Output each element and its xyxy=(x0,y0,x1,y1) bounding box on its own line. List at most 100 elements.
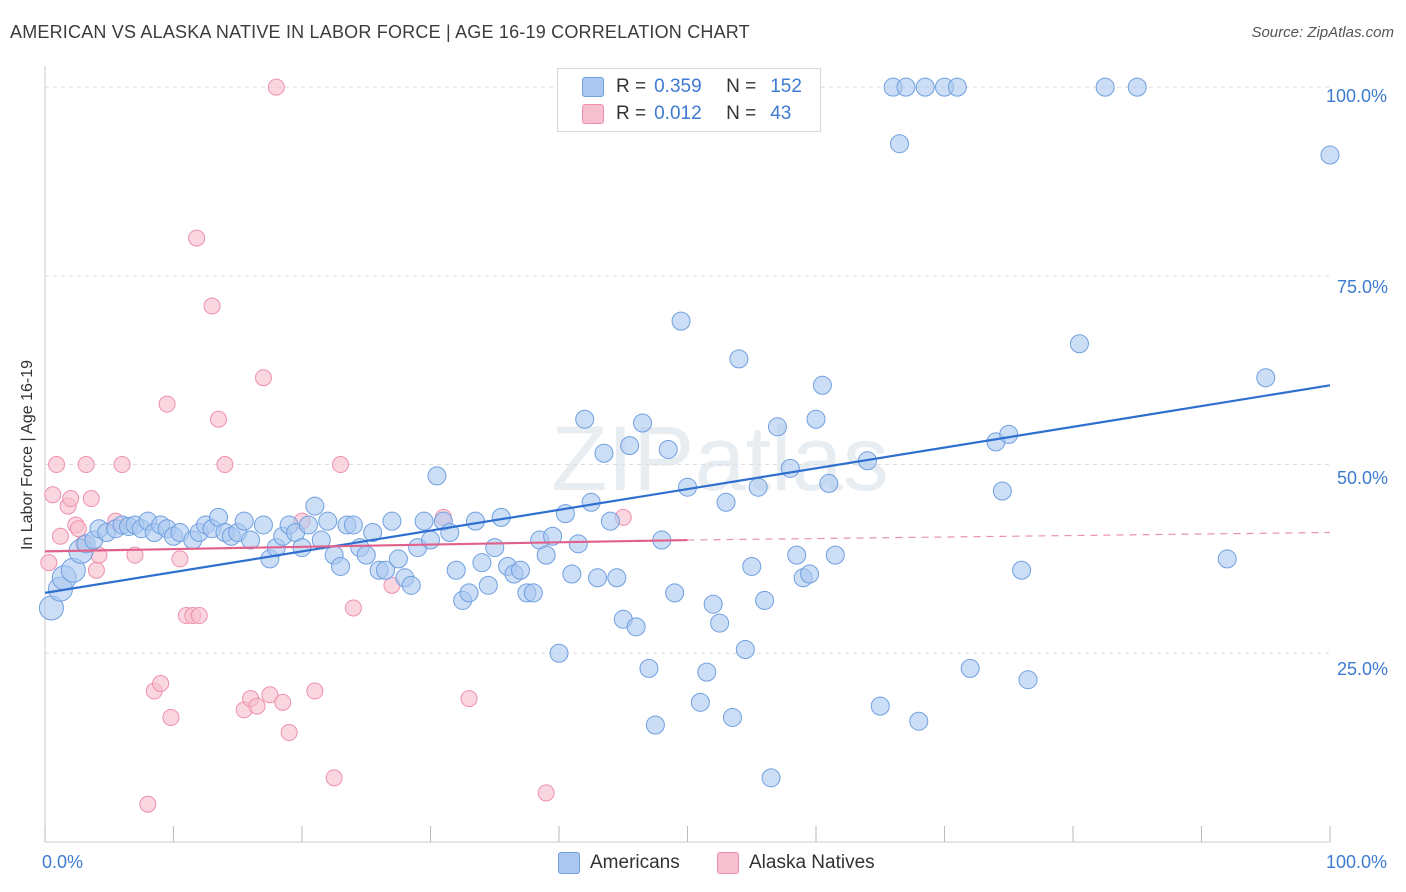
americans-point xyxy=(703,594,723,614)
americans-legend-label: Americans xyxy=(590,852,680,873)
alaska-natives-point xyxy=(274,693,292,711)
americans-point xyxy=(1069,334,1089,354)
alaska-natives-points xyxy=(40,78,632,813)
alaska-natives-point xyxy=(261,686,279,704)
americans-point xyxy=(915,77,935,97)
legend-row-alaska-natives: R = 0.012 N = 43 xyxy=(582,102,791,126)
americans-point xyxy=(376,560,396,580)
alaska-natives-point xyxy=(460,690,478,708)
legend-row-americans: R = 0.359 N = 152 xyxy=(582,75,802,99)
alaska-natives-point xyxy=(306,682,324,700)
alaska-natives-trend-extension xyxy=(687,531,1331,541)
americans-point xyxy=(825,545,845,565)
americans-point xyxy=(620,436,640,456)
americans-point xyxy=(729,349,749,369)
alaska-natives-point xyxy=(77,456,95,474)
alaska-natives-point xyxy=(325,769,343,787)
americans-point xyxy=(607,568,627,588)
stats-legend: R = 0.359 N = 152 R = 0.012 N = 43 xyxy=(557,68,821,132)
americans-point xyxy=(318,511,338,531)
alaska-natives-point xyxy=(51,527,69,545)
alaska-natives-point xyxy=(280,724,298,742)
alaska-natives-n-value: 43 xyxy=(770,103,792,124)
americans-point xyxy=(1217,549,1237,569)
y-tick-label-25: 25.0% xyxy=(1337,659,1389,679)
americans-point xyxy=(896,77,916,97)
alaska-natives-point xyxy=(209,410,227,428)
americans-point xyxy=(575,409,595,429)
americans-point xyxy=(1018,670,1038,690)
series-legend-alaska-natives: Alaska Natives xyxy=(717,852,875,874)
americans-point xyxy=(690,692,710,712)
americans-point xyxy=(568,534,588,554)
alaska-natives-point xyxy=(171,550,189,568)
y-tick-label-50: 50.0% xyxy=(1337,468,1389,488)
americans-point xyxy=(947,77,967,97)
americans-point xyxy=(722,707,742,727)
source-credit: Source: ZipAtlas.com xyxy=(1251,24,1394,41)
alaska-natives-point xyxy=(537,784,555,802)
americans-point xyxy=(780,458,800,478)
americans-point xyxy=(388,549,408,569)
americans-n-value: 152 xyxy=(770,76,802,97)
americans-r-value: 0.359 xyxy=(654,76,702,97)
americans-point xyxy=(870,696,890,716)
americans-point xyxy=(594,443,614,463)
alaska-natives-point xyxy=(69,520,87,538)
alaska-natives-legend-swatch xyxy=(717,852,739,874)
americans-point xyxy=(992,481,1012,501)
americans-point xyxy=(755,590,775,610)
americans-point xyxy=(305,496,325,516)
americans-point xyxy=(510,560,530,580)
alaska-natives-point xyxy=(126,546,144,564)
alaska-natives-point xyxy=(216,456,234,474)
americans-point xyxy=(1320,145,1340,165)
alaska-natives-point xyxy=(344,599,362,617)
americans-point xyxy=(414,511,434,531)
americans-point xyxy=(633,413,653,433)
alaska-natives-point xyxy=(139,795,157,813)
americans-point xyxy=(761,768,781,788)
americans-point xyxy=(543,526,563,546)
americans-point xyxy=(356,545,376,565)
americans-point xyxy=(446,560,466,580)
americans-point xyxy=(999,424,1019,444)
r-label: R = xyxy=(616,76,647,97)
americans-point xyxy=(331,556,351,576)
alaska-natives-point xyxy=(62,490,80,508)
americans-point xyxy=(363,522,383,542)
axes xyxy=(44,66,1331,843)
alaska-natives-point xyxy=(332,456,350,474)
americans-swatch xyxy=(582,77,604,97)
americans-point xyxy=(343,515,363,535)
americans-point xyxy=(767,417,787,437)
alaska-natives-point xyxy=(190,607,208,625)
americans-point xyxy=(253,515,273,535)
x-tick-label-max: 100.0% xyxy=(1326,852,1388,872)
americans-point xyxy=(241,530,261,550)
americans-point xyxy=(665,583,685,603)
americans-point xyxy=(485,538,505,558)
americans-point xyxy=(671,311,691,331)
alaska-natives-point xyxy=(203,297,221,315)
americans-point xyxy=(298,515,318,535)
americans-point xyxy=(1127,77,1147,97)
americans-point xyxy=(787,545,807,565)
alaska-natives-point xyxy=(152,674,170,692)
americans-point xyxy=(1256,368,1276,388)
alaska-natives-point xyxy=(248,697,266,715)
y-tick-label-100: 100.0% xyxy=(1326,86,1388,106)
americans-point xyxy=(909,711,929,731)
americans-point xyxy=(819,473,839,493)
americans-point xyxy=(549,643,569,663)
n-label: N = xyxy=(726,103,757,124)
alaska-natives-legend-label: Alaska Natives xyxy=(749,852,875,873)
americans-point xyxy=(645,715,665,735)
americans-point xyxy=(427,466,447,486)
americans-point xyxy=(600,511,620,531)
americans-point xyxy=(748,477,768,497)
americans-legend-swatch xyxy=(558,852,580,874)
alaska-natives-point xyxy=(267,78,285,96)
americans-point xyxy=(459,583,479,603)
